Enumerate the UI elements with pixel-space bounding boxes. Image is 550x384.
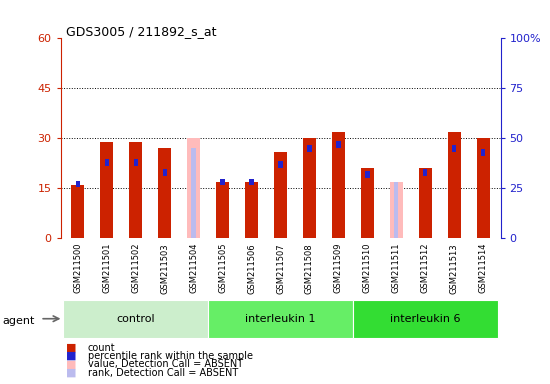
Bar xyxy=(187,138,200,238)
Bar xyxy=(221,179,225,185)
Bar xyxy=(278,161,283,167)
Text: ■: ■ xyxy=(66,343,76,353)
Bar xyxy=(365,171,370,177)
Text: GSM211507: GSM211507 xyxy=(276,243,285,294)
Bar xyxy=(361,168,374,238)
Text: GSM211509: GSM211509 xyxy=(334,243,343,293)
Text: ■: ■ xyxy=(66,359,76,369)
Text: GSM211514: GSM211514 xyxy=(478,243,488,293)
Bar xyxy=(72,185,84,238)
Text: percentile rank within the sample: percentile rank within the sample xyxy=(88,351,253,361)
Text: GSM211502: GSM211502 xyxy=(131,243,140,293)
Text: control: control xyxy=(117,314,155,324)
Text: GSM211501: GSM211501 xyxy=(102,243,111,293)
Bar xyxy=(208,300,353,338)
Text: GSM211511: GSM211511 xyxy=(392,243,401,293)
Text: GSM211504: GSM211504 xyxy=(189,243,198,293)
Bar xyxy=(448,132,461,238)
Text: GDS3005 / 211892_s_at: GDS3005 / 211892_s_at xyxy=(66,25,217,38)
Text: GSM211505: GSM211505 xyxy=(218,243,227,293)
Text: agent: agent xyxy=(3,316,35,326)
Bar xyxy=(158,148,171,238)
Bar xyxy=(452,145,456,152)
Bar xyxy=(419,168,432,238)
Text: rank, Detection Call = ABSENT: rank, Detection Call = ABSENT xyxy=(88,368,238,378)
Bar xyxy=(390,182,403,238)
Bar xyxy=(353,300,498,338)
Text: GSM211506: GSM211506 xyxy=(247,243,256,294)
Bar xyxy=(332,132,345,238)
Bar xyxy=(394,182,398,238)
Text: GSM211503: GSM211503 xyxy=(160,243,169,294)
Text: ■: ■ xyxy=(66,351,76,361)
Bar xyxy=(245,182,258,238)
Text: GSM211508: GSM211508 xyxy=(305,243,314,294)
Bar xyxy=(63,300,208,338)
Bar xyxy=(163,169,167,175)
Text: ■: ■ xyxy=(66,368,76,378)
Bar xyxy=(191,148,196,238)
Bar xyxy=(274,152,287,238)
Text: GSM211510: GSM211510 xyxy=(363,243,372,293)
Bar xyxy=(336,141,340,147)
Bar xyxy=(104,159,109,166)
Bar xyxy=(307,145,312,152)
Bar xyxy=(76,181,80,187)
Text: count: count xyxy=(88,343,116,353)
Bar xyxy=(100,142,113,238)
Bar xyxy=(249,179,254,185)
Text: GSM211500: GSM211500 xyxy=(73,243,82,293)
Text: interleukin 6: interleukin 6 xyxy=(390,314,460,324)
Text: GSM211512: GSM211512 xyxy=(421,243,430,293)
Bar xyxy=(129,142,142,238)
Bar xyxy=(477,138,490,238)
Bar xyxy=(134,159,138,166)
Text: value, Detection Call = ABSENT: value, Detection Call = ABSENT xyxy=(88,359,243,369)
Text: GSM211513: GSM211513 xyxy=(450,243,459,294)
Bar xyxy=(481,149,485,156)
Bar xyxy=(303,138,316,238)
Bar xyxy=(216,182,229,238)
Text: interleukin 1: interleukin 1 xyxy=(245,314,316,324)
Bar xyxy=(423,169,427,175)
